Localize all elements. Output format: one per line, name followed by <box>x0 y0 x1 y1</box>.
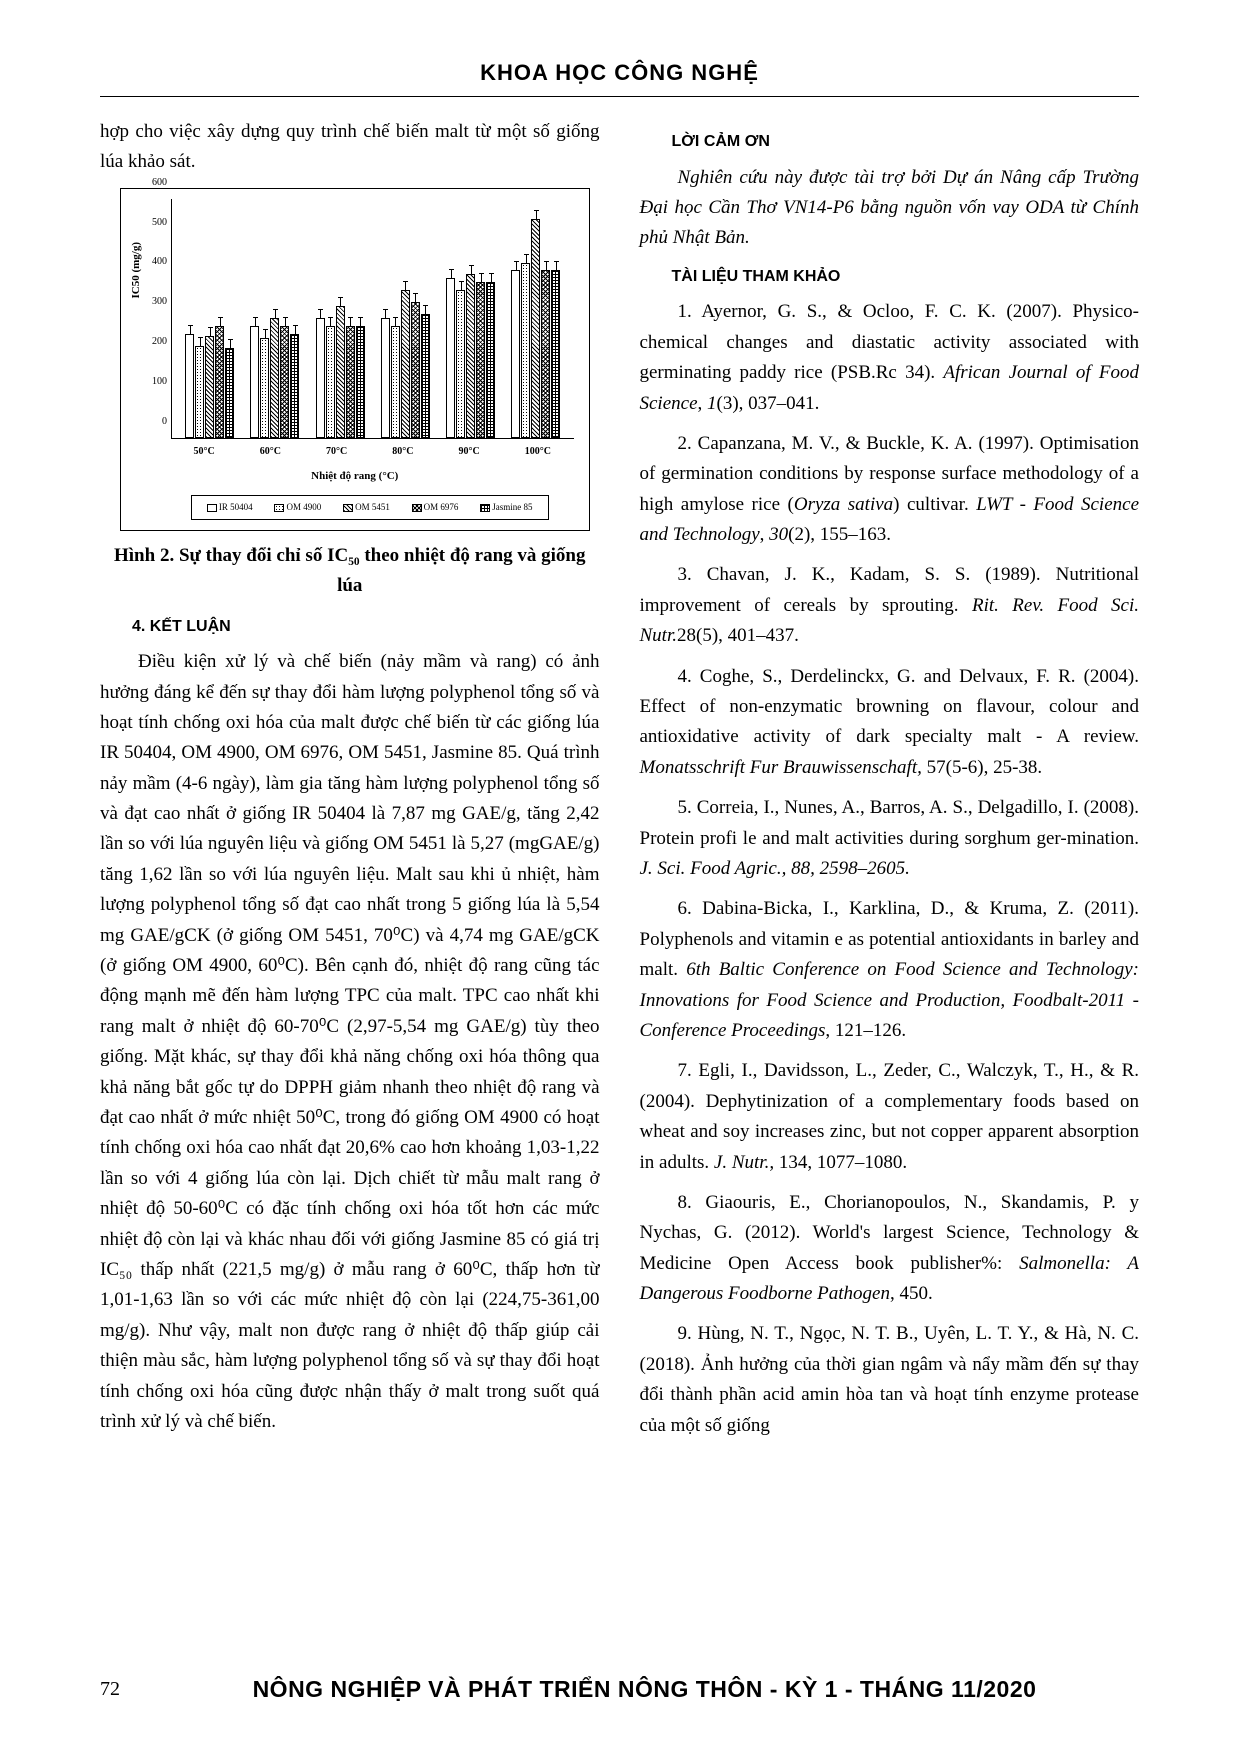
page-footer: 72 NÔNG NGHIỆP VÀ PHÁT TRIỂN NÔNG THÔN -… <box>100 1676 1139 1703</box>
reference-item: 1. Ayernor, G. S., & Ocloo, F. C. K. (20… <box>640 297 1140 419</box>
legend-swatch <box>412 504 422 512</box>
y-tick: 600 <box>152 175 167 191</box>
bar <box>541 270 550 437</box>
reference-item: 9. Hùng, N. T., Ngọc, N. T. B., Uyên, L.… <box>640 1319 1140 1441</box>
intro-text: hợp cho việc xây dựng quy trình chế biến… <box>100 117 600 178</box>
references-heading: TÀI LIỆU THAM KHẢO <box>672 264 1140 290</box>
bar <box>486 282 495 437</box>
y-tick: 400 <box>152 254 167 270</box>
reference-item: 4. Coghe, S., Derdelinckx, G. and Delvau… <box>640 662 1140 784</box>
legend-swatch <box>274 504 284 512</box>
bar-group <box>446 199 495 438</box>
ack-heading: LỜI CẢM ƠN <box>672 129 1140 155</box>
bar-group <box>250 199 299 438</box>
bar <box>551 270 560 437</box>
x-tick-label: 70°C <box>326 444 347 460</box>
bar <box>336 306 345 437</box>
bar <box>326 326 335 438</box>
bar <box>225 348 234 438</box>
bar-group <box>381 199 430 438</box>
y-ticks: 0100200300400500600 <box>142 199 167 438</box>
legend-item: OM 5451 <box>343 500 390 514</box>
reference-item: 8. Giaouris, E., Chorianopoulos, N., Ska… <box>640 1188 1140 1310</box>
bar <box>185 334 194 438</box>
legend-swatch <box>343 504 353 512</box>
legend-item: OM 4900 <box>274 500 321 514</box>
bar <box>346 326 355 438</box>
section-4-heading: 4. KẾT LUẬN <box>132 614 600 640</box>
y-tick: 100 <box>152 374 167 390</box>
bar <box>316 318 325 438</box>
references-list: 1. Ayernor, G. S., & Ocloo, F. C. K. (20… <box>640 297 1140 1441</box>
bar <box>290 334 299 438</box>
bar <box>476 282 485 437</box>
bar-groups <box>172 199 574 438</box>
bar <box>456 290 465 437</box>
reference-item: 3. Chavan, J. K., Kadam, S. S. (1989). N… <box>640 560 1140 651</box>
bar <box>531 219 540 438</box>
bar <box>466 274 475 437</box>
right-column: LỜI CẢM ƠN Nghiên cứu này được tài trợ b… <box>640 117 1140 1451</box>
bar <box>511 270 520 437</box>
x-tick-label: 50°C <box>194 444 215 460</box>
bar <box>260 338 269 438</box>
bar <box>411 302 420 437</box>
bar-group <box>316 199 365 438</box>
y-tick: 300 <box>152 294 167 310</box>
y-tick: 0 <box>162 414 167 430</box>
x-tick-label: 80°C <box>392 444 413 460</box>
legend-swatch <box>480 504 490 512</box>
x-tick-label: 90°C <box>459 444 480 460</box>
reference-item: 2. Capanzana, M. V., & Buckle, K. A. (19… <box>640 429 1140 551</box>
legend-label: OM 4900 <box>286 500 321 514</box>
reference-item: 7. Egli, I., Davidsson, L., Zeder, C., W… <box>640 1056 1140 1178</box>
chart-legend: IR 50404 OM 4900 OM 5451 OM 6976 Jasmine 85 <box>191 495 549 519</box>
figure-caption: Hình 2. Sự thay đổi chỉ số IC₅₀ theo nhi… <box>100 541 600 602</box>
legend-label: IR 50404 <box>219 500 253 514</box>
ack-text: Nghiên cứu này được tài trợ bởi Dự án Nâ… <box>640 163 1140 254</box>
legend-label: OM 5451 <box>355 500 390 514</box>
y-tick: 200 <box>152 334 167 350</box>
bar-chart: IC50 (mg/g) 0100200300400500600 <box>171 199 574 439</box>
bar <box>421 314 430 437</box>
section-header: KHOA HỌC CÔNG NGHỆ <box>100 60 1139 97</box>
bar <box>356 326 365 438</box>
bar-group <box>185 199 234 438</box>
bar <box>521 263 530 438</box>
footer-title: NÔNG NGHIỆP VÀ PHÁT TRIỂN NÔNG THÔN - KỲ… <box>150 1676 1139 1703</box>
legend-label: Jasmine 85 <box>492 500 532 514</box>
bar-group <box>511 199 560 438</box>
legend-item: OM 6976 <box>412 500 459 514</box>
bar <box>401 290 410 437</box>
legend-label: OM 6976 <box>424 500 459 514</box>
bar <box>250 326 259 438</box>
x-labels: 50°C 60°C 70°C 80°C 90°C 100°C <box>171 444 574 460</box>
bar <box>205 336 214 438</box>
reference-item: 6. Dabina-Bicka, I., Karklina, D., & Kru… <box>640 894 1140 1046</box>
x-tick-label: 100°C <box>525 444 551 460</box>
x-axis-label: Nhiệt độ rang (°C) <box>131 468 579 486</box>
bar <box>381 318 390 438</box>
reference-item: 5. Correia, I., Nunes, A., Barros, A. S.… <box>640 793 1140 884</box>
x-tick-label: 60°C <box>260 444 281 460</box>
bar <box>446 278 455 437</box>
bar <box>195 346 204 438</box>
bar <box>270 318 279 438</box>
bar <box>280 326 289 438</box>
legend-item: IR 50404 <box>207 500 253 514</box>
y-tick: 500 <box>152 215 167 231</box>
page-number: 72 <box>100 1678 120 1701</box>
left-column: hợp cho việc xây dựng quy trình chế biến… <box>100 117 600 1451</box>
legend-item: Jasmine 85 <box>480 500 532 514</box>
chart-container: IC50 (mg/g) 0100200300400500600 50°C 60°C… <box>120 188 590 531</box>
bar <box>391 326 400 438</box>
bar <box>215 326 224 438</box>
legend-swatch <box>207 504 217 512</box>
conclusion-text: Điều kiện xử lý và chế biến (nảy mầm và … <box>100 647 600 1437</box>
